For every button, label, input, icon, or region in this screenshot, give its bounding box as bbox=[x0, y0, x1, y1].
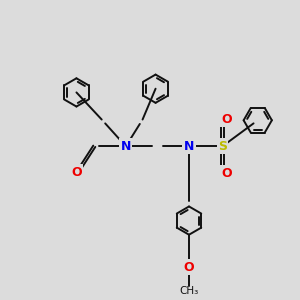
Text: O: O bbox=[222, 113, 232, 126]
Text: CH₃: CH₃ bbox=[179, 286, 199, 296]
Text: N: N bbox=[184, 140, 194, 153]
Text: O: O bbox=[71, 166, 82, 179]
Text: N: N bbox=[121, 140, 131, 153]
Text: S: S bbox=[218, 140, 227, 153]
Text: O: O bbox=[184, 260, 194, 274]
Text: O: O bbox=[222, 167, 232, 179]
